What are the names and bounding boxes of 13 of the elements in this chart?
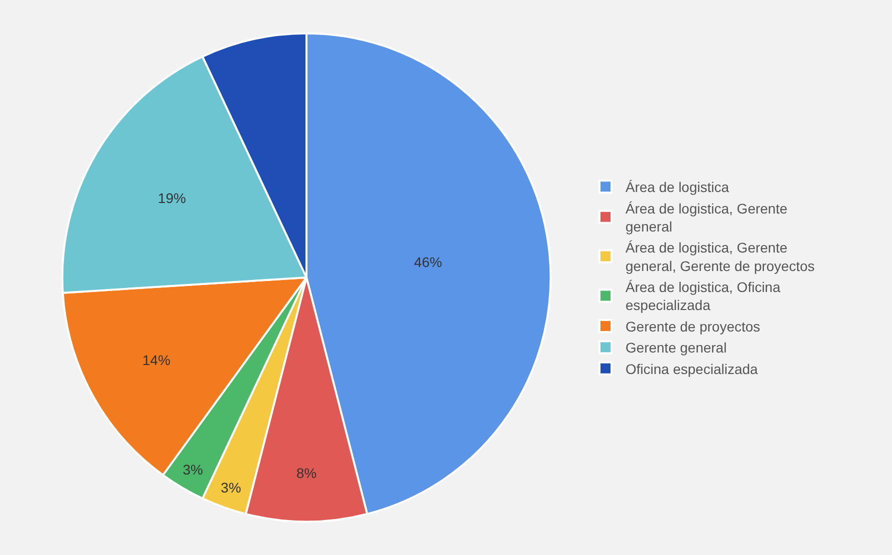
data-label: 19% <box>158 190 186 206</box>
legend-label: Área de logistica, Gerente general, Gerente de proyectos <box>626 240 815 274</box>
legend-label: Área de logistica <box>626 179 730 196</box>
data-label: 3% <box>220 479 242 496</box>
legend-label: Gerente general <box>626 340 727 356</box>
data-label: 46% <box>414 254 442 270</box>
legend-label: Área de logistica, Oficina especializada <box>626 279 781 314</box>
data-label: 3% <box>182 462 203 478</box>
data-label: 14% <box>142 352 170 368</box>
data-label: 8% <box>296 465 317 482</box>
legend-label: Oficina especializada <box>626 360 758 377</box>
legend-label: Gerente de proyectos <box>626 318 760 334</box>
legend-label: Área de logistica, Gerente general <box>626 200 788 234</box>
